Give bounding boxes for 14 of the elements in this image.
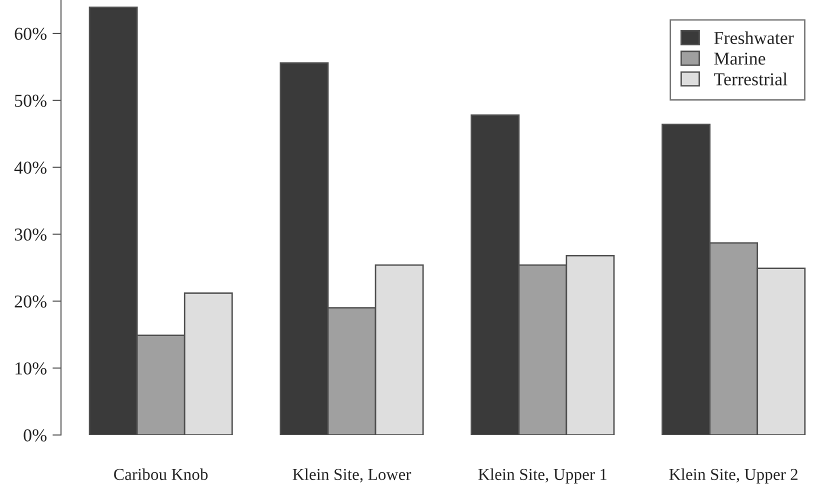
y-tick-label: 0% [24,429,46,442]
x-tick-label: Caribou Knob [114,468,208,480]
y-tick-label: 60% [14,28,46,40]
y-tick-label: 30% [14,228,46,241]
legend-label: Freshwater [714,31,794,44]
x-tick-label: Klein Site, Upper 1 [478,468,606,484]
x-tick-label: Klein Site, Upper 2 [669,468,798,484]
y-tick-label: 50% [15,94,46,107]
legend-label: Terrestrial [714,72,788,86]
y-tick-label: 10% [16,362,46,375]
y-tick-label: 40% [14,162,46,174]
y-tick-label: 20% [14,295,46,308]
x-tick-label: Klein Site, Lower [292,468,412,482]
legend-label: Marine [714,52,766,65]
